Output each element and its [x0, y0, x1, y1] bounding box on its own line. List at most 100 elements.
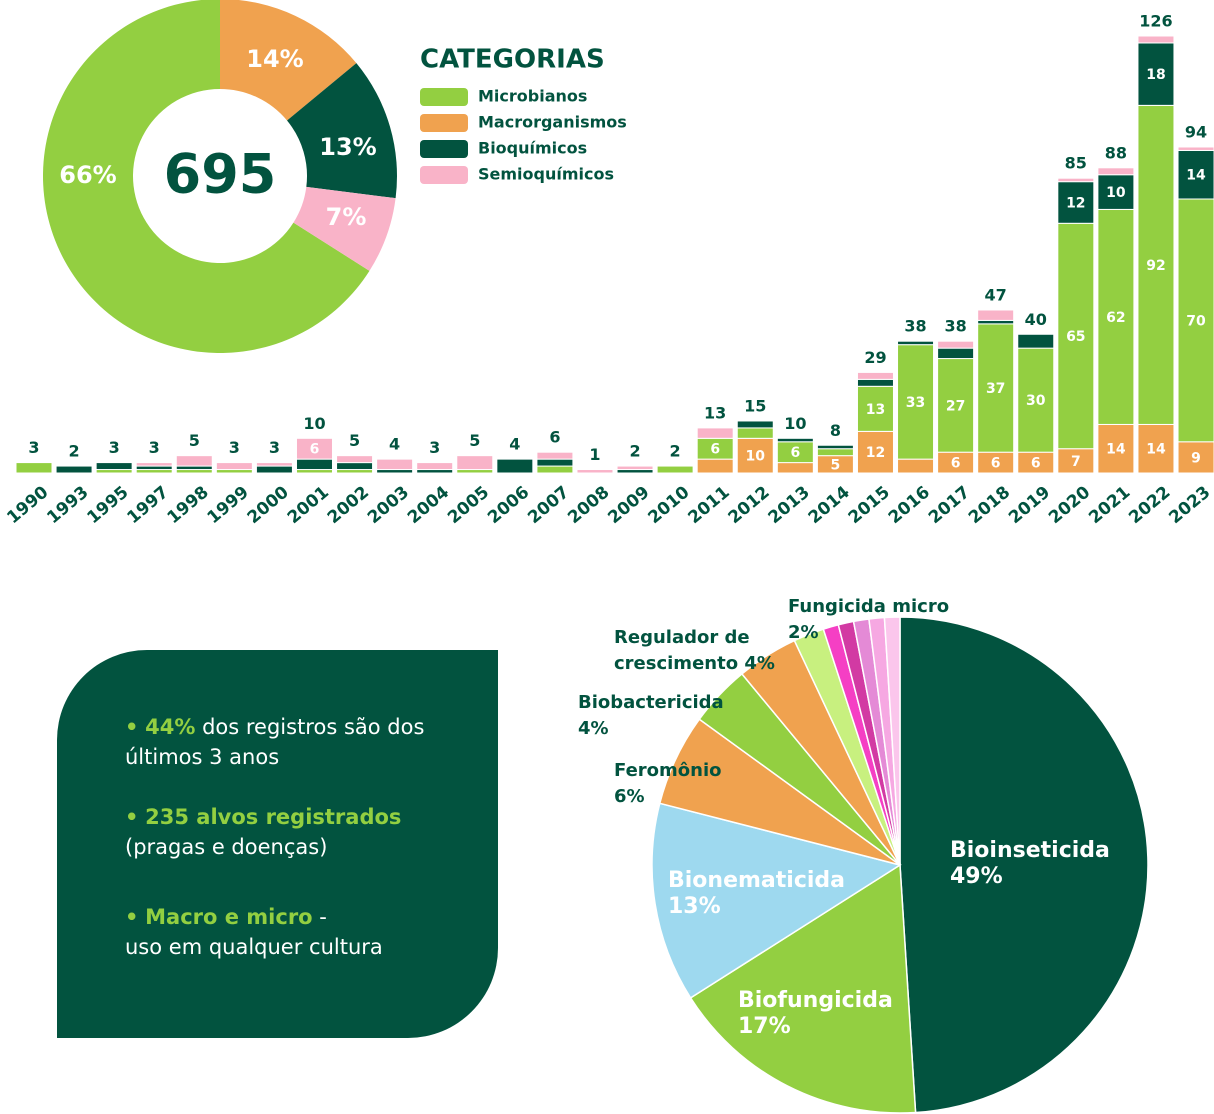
segment-label: 6: [310, 442, 320, 458]
bar-segment: [135, 462, 173, 467]
segment-label: 12: [1066, 195, 1085, 211]
bar-segment: [295, 437, 333, 460]
bar-segment: [1177, 146, 1214, 151]
pie-slice: [899, 616, 1149, 1114]
pie-label-value: 13%: [668, 894, 721, 919]
bar-segment: [1177, 198, 1214, 443]
x-tick-label: 2012: [725, 482, 774, 528]
bar-total: 3: [28, 438, 39, 457]
pie-label-name: Regulador de crescimento: [614, 627, 750, 674]
highlights-box: • 44% dos registros são dos últimos 3 an…: [57, 650, 498, 1038]
x-tick-label: 2020: [1045, 482, 1094, 528]
bar-segment: [1097, 174, 1135, 210]
segment-label: 13: [866, 402, 885, 418]
bar-segment: [175, 469, 213, 474]
segment-label: 14: [1106, 442, 1126, 458]
pie-label-name: Biobactericida: [578, 692, 724, 713]
highlight-text: dos registros são dos últimos 3 anos: [125, 715, 425, 769]
bar-total: 3: [429, 438, 440, 457]
highlight: • 44% dos registros são dos últimos 3 an…: [125, 715, 425, 769]
bar-total: 4: [389, 435, 400, 454]
bar-segment: [135, 469, 173, 474]
highlight: • Macro e micro - uso em qualquer cultur…: [125, 905, 383, 959]
legend-swatch: [420, 166, 468, 184]
pie-label-value: 4%: [744, 653, 775, 674]
x-tick-label: 1999: [204, 482, 253, 528]
bar-total: 3: [269, 438, 280, 457]
x-tick-label: 2008: [564, 482, 613, 528]
bar-segment: [496, 458, 534, 474]
bar-segment: [696, 458, 734, 474]
bar-segment: [616, 465, 654, 471]
bar-total: 88: [1105, 143, 1127, 162]
bar-segment: [897, 458, 935, 474]
x-tick-label: 2002: [324, 482, 373, 528]
highlight-strong: 44%: [145, 715, 196, 739]
bar-segment: [536, 458, 574, 467]
x-tick-label: 2016: [885, 482, 934, 528]
x-tick-label: 2018: [965, 482, 1014, 528]
bar-total: 47: [985, 285, 1007, 304]
pie-label: Fungicida micro 2%: [788, 594, 978, 646]
pie-label-value: 49%: [950, 864, 1003, 889]
bar-total: 15: [744, 396, 766, 415]
bar-total: 10: [303, 414, 325, 433]
bar-total: 4: [509, 435, 520, 454]
bar-segment: [1177, 149, 1214, 200]
pie-slice: [883, 616, 901, 866]
legend-label: Semioquímicos: [478, 165, 614, 184]
x-tick-label: 1997: [124, 482, 173, 528]
highlight-text: (pragas e doenças): [125, 835, 328, 859]
pie-label-name: Bionematicida: [668, 868, 846, 893]
bar-segment: [1057, 222, 1095, 450]
x-tick-label: 2007: [524, 482, 573, 528]
bar-total: 5: [189, 431, 200, 450]
bar-segment: [1057, 177, 1095, 183]
x-tick-label: 2019: [1005, 482, 1054, 528]
bar-total: 2: [670, 442, 681, 461]
bar-segment: [856, 378, 894, 387]
x-tick-label: 2005: [444, 482, 493, 528]
bar-total: 5: [469, 431, 480, 450]
pie-slice: [689, 863, 917, 1114]
bar-segment: [856, 430, 894, 474]
bar-segment: [897, 344, 935, 460]
slice-label: 66%: [59, 161, 116, 189]
bar-total: 13: [704, 403, 726, 422]
bar-segment: [937, 347, 975, 360]
donut-slice: [220, 0, 357, 121]
pie-label-name: Fungicida micro: [788, 596, 950, 617]
segment-label: 5: [831, 457, 841, 473]
x-tick-label: 2022: [1125, 482, 1174, 528]
segment-label: 10: [746, 449, 766, 465]
bar-segment: [1137, 104, 1175, 425]
slice-label: 14%: [246, 45, 303, 73]
legend-label: Microbianos: [478, 87, 587, 106]
segment-label: 14: [1146, 442, 1166, 458]
slice-label: 7%: [326, 203, 367, 231]
bar-segment: [736, 420, 774, 429]
x-tick-label: 2004: [404, 482, 453, 528]
bar-segment: [776, 437, 814, 443]
x-tick-label: 2021: [1085, 482, 1134, 528]
x-tick-label: 2003: [364, 482, 413, 528]
segment-label: 92: [1146, 258, 1165, 274]
pie-slice: [651, 802, 902, 999]
bar-segment: [576, 469, 614, 474]
segment-label: 6: [1031, 456, 1041, 472]
x-tick-label: 2023: [1165, 482, 1214, 528]
segment-label: 10: [1106, 185, 1126, 201]
bar-segment: [416, 469, 454, 474]
bar-segment: [977, 319, 1015, 325]
bar-segment: [937, 340, 975, 349]
bar-total: 3: [229, 438, 240, 457]
pie-label-name: Feromônio: [614, 760, 722, 781]
segment-label: 6: [790, 445, 800, 461]
bar-segment: [736, 427, 774, 439]
donut-slice: [43, 0, 370, 353]
bar-total: 3: [149, 438, 160, 457]
bar-segment: [736, 437, 774, 474]
bar-segment: [1057, 448, 1095, 474]
bar-segment: [696, 427, 734, 439]
